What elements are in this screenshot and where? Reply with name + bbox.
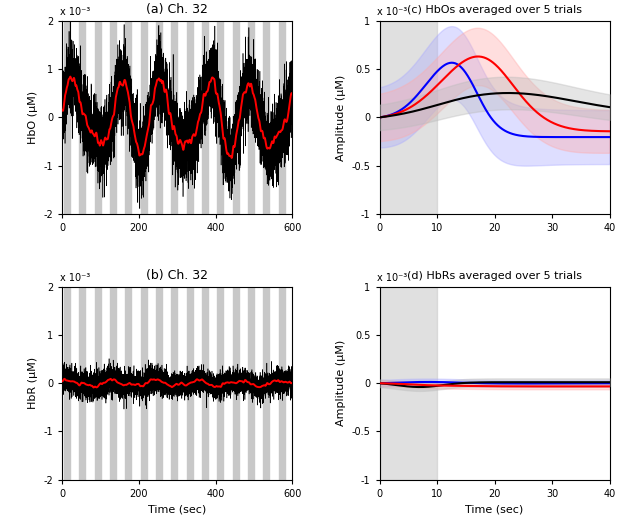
Bar: [64, 287, 70, 480]
Bar: [279, 287, 284, 480]
Bar: [95, 21, 101, 214]
Bar: [202, 287, 208, 480]
Text: x 10⁻³: x 10⁻³: [60, 7, 90, 17]
Bar: [110, 287, 116, 480]
Bar: [264, 287, 269, 480]
Text: x 10⁻³: x 10⁻³: [378, 7, 407, 17]
Bar: [248, 21, 254, 214]
Bar: [64, 21, 70, 214]
Bar: [156, 21, 162, 214]
Bar: [202, 21, 208, 214]
Bar: [233, 21, 238, 214]
X-axis label: Time (sec): Time (sec): [148, 504, 207, 514]
Bar: [156, 287, 162, 480]
Bar: [126, 21, 131, 214]
Title: (b) Ch. 32: (b) Ch. 32: [146, 269, 208, 281]
Bar: [95, 287, 101, 480]
Bar: [110, 21, 116, 214]
X-axis label: Time (sec): Time (sec): [465, 504, 524, 514]
Bar: [279, 21, 284, 214]
Title: (d) HbRs averaged over 5 trials: (d) HbRs averaged over 5 trials: [407, 270, 582, 280]
Bar: [172, 287, 177, 480]
Text: x 10⁻³: x 10⁻³: [60, 273, 90, 283]
Bar: [187, 21, 193, 214]
Bar: [218, 21, 223, 214]
Text: x 10⁻³: x 10⁻³: [378, 273, 407, 283]
Bar: [233, 287, 238, 480]
Y-axis label: Amplitude (μM): Amplitude (μM): [336, 340, 346, 426]
Title: (c) HbOs averaged over 5 trials: (c) HbOs averaged over 5 trials: [407, 5, 582, 15]
Bar: [126, 287, 131, 480]
Bar: [379, 21, 437, 214]
Bar: [172, 21, 177, 214]
Title: (a) Ch. 32: (a) Ch. 32: [146, 3, 208, 16]
Bar: [80, 287, 85, 480]
Bar: [248, 287, 254, 480]
Bar: [379, 287, 437, 480]
Bar: [141, 287, 147, 480]
Bar: [264, 21, 269, 214]
Bar: [80, 21, 85, 214]
Y-axis label: HbO (μM): HbO (μM): [28, 91, 38, 144]
Bar: [218, 287, 223, 480]
Y-axis label: Amplitude (μM): Amplitude (μM): [336, 74, 346, 161]
Bar: [187, 287, 193, 480]
Y-axis label: HbR (μM): HbR (μM): [28, 357, 38, 409]
Bar: [141, 21, 147, 214]
